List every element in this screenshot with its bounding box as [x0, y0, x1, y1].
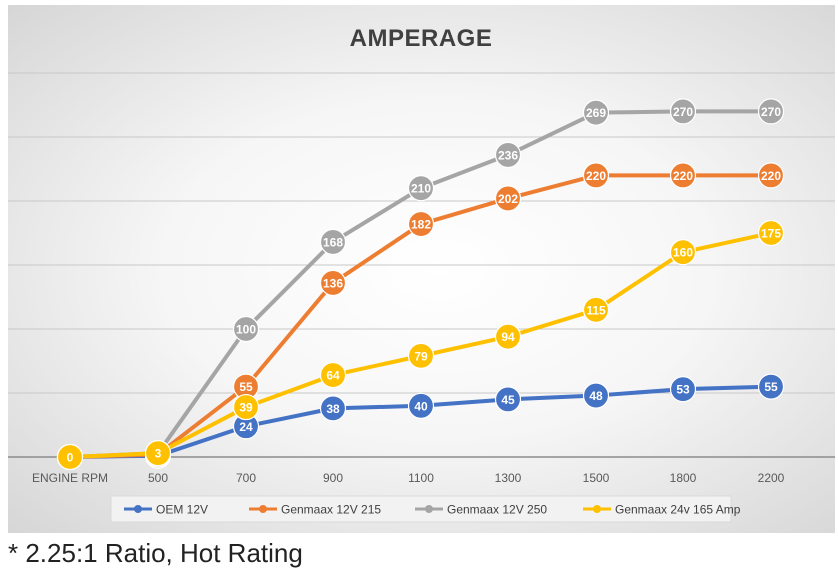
- data-label: 182: [411, 218, 431, 232]
- legend-item: OEM 12V: [124, 503, 208, 517]
- data-label: 55: [239, 380, 253, 394]
- data-label: 24: [239, 420, 253, 434]
- data-label: 100: [236, 323, 256, 337]
- legend: OEM 12V Genmaax 12V 215 Genmaax 12V 250 Gen…: [110, 495, 741, 523]
- gridlines: [8, 72, 835, 394]
- data-point: [319, 361, 347, 389]
- data-label: 220: [761, 169, 781, 183]
- data-point: [407, 392, 435, 419]
- data-point: [407, 175, 435, 202]
- x-tick-label: 1800: [670, 471, 697, 485]
- data-label: 0: [67, 451, 74, 465]
- data-point: [407, 210, 435, 238]
- data-label: 55: [764, 380, 778, 394]
- data-label: 210: [411, 182, 431, 196]
- legend-label: Genmaax 24v 165 Amp: [615, 503, 741, 517]
- data-label: 38: [326, 402, 340, 416]
- legend-label: Genmaax 12V 250: [447, 503, 547, 517]
- data-label: 94: [501, 330, 515, 344]
- x-tick-label: 2200: [758, 471, 785, 485]
- x-tick-label: 700: [236, 471, 256, 485]
- data-label: 270: [761, 105, 781, 119]
- series-genmaax-24v-165-amp: 0 3 39 64 79 94 115 160 175: [56, 219, 785, 471]
- x-tick-label: 500: [148, 471, 168, 485]
- data-label: 45: [501, 393, 515, 407]
- data-label: 48: [589, 389, 603, 403]
- legend-label: Genmaax 12V 215: [281, 503, 381, 517]
- data-point: [757, 219, 785, 247]
- data-point: [494, 141, 522, 169]
- x-tick-label: 1300: [495, 471, 522, 485]
- data-point: [319, 269, 347, 297]
- legend-marker: [425, 505, 433, 513]
- data-point: [757, 98, 785, 125]
- amperage-line-chart: AMPERAGE ENGINE RPM 500 700 900 1100 1300 1500 1…: [8, 25, 835, 523]
- footnote: * 2.25:1 Ratio, Hot Rating: [8, 538, 303, 568]
- data-point: [582, 296, 610, 323]
- data-point: [669, 98, 697, 125]
- x-tick-label: 1500: [583, 471, 610, 485]
- data-label: 79: [414, 349, 428, 363]
- legend-marker: [259, 505, 267, 513]
- data-label: 3: [155, 447, 162, 461]
- data-point: [144, 440, 172, 467]
- data-point: [494, 323, 522, 350]
- data-point: [407, 342, 435, 369]
- x-tick-label: 1100: [408, 471, 434, 485]
- legend-item: Genmaax 24v 165 Amp: [583, 503, 741, 517]
- data-label: 64: [326, 369, 340, 383]
- x-axis-tick-labels: ENGINE RPM 500 700 900 1100 1300 1500 1800 2200: [32, 471, 785, 485]
- data-label: 220: [586, 169, 606, 183]
- data-label: 53: [676, 383, 690, 397]
- data-point: [669, 162, 697, 189]
- data-label: 39: [239, 401, 253, 415]
- legend-marker: [593, 505, 601, 513]
- data-label: 270: [673, 105, 693, 119]
- series-genmaax-12v-215: 0255136182202220220220: [56, 162, 785, 471]
- data-point: [319, 228, 347, 256]
- data-point: [232, 315, 260, 343]
- data-label: 40: [414, 399, 428, 413]
- data-label: 168: [323, 235, 343, 249]
- legend-label: OEM 12V: [156, 503, 208, 517]
- data-point: [494, 386, 522, 413]
- data-point: [494, 185, 522, 212]
- legend-marker: [134, 505, 142, 513]
- data-point: [319, 395, 347, 422]
- data-point: [757, 162, 785, 189]
- legend-item: Genmaax 12V 215: [249, 503, 381, 517]
- data-label: 220: [673, 169, 693, 183]
- data-label: 269: [586, 106, 606, 120]
- data-point: [582, 99, 610, 126]
- data-point: [669, 239, 697, 266]
- legend-item: Genmaax 12V 250: [415, 503, 547, 517]
- x-tick-label: ENGINE RPM: [32, 471, 108, 485]
- chart-title: AMPERAGE: [350, 25, 493, 52]
- chart-area: AMPERAGE ENGINE RPM 500 700 900 1100 1300 1500 1…: [8, 5, 835, 533]
- data-point: [582, 382, 610, 409]
- data-point: [669, 376, 697, 403]
- x-tick-label: 900: [323, 471, 343, 485]
- data-label: 136: [323, 276, 343, 290]
- data-point: [232, 393, 260, 421]
- data-label: 236: [498, 148, 518, 162]
- data-point: [56, 443, 84, 471]
- data-point: [757, 373, 785, 400]
- data-point: [582, 162, 610, 189]
- data-label: 202: [498, 192, 518, 206]
- data-label: 175: [761, 227, 781, 241]
- data-label: 115: [586, 303, 606, 317]
- data-label: 160: [673, 246, 693, 260]
